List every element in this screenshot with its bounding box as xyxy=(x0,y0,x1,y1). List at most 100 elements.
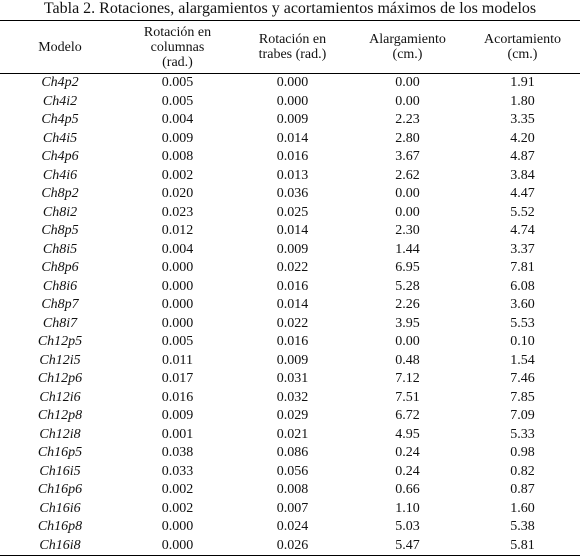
value-cell: 4.20 xyxy=(510,130,535,146)
value-cell: 0.014 xyxy=(276,297,309,312)
value-cell: 0.022 xyxy=(276,315,309,331)
table-row: Ch8i5 0.004 0.009 1.44 3.37 xyxy=(0,241,580,260)
value-cell: 0.000 xyxy=(161,519,194,534)
column-header: Alargamiento (cm.) xyxy=(350,20,465,74)
value-cell: 0.24 xyxy=(395,445,420,460)
model-cell: Ch16p6 xyxy=(37,482,83,497)
value-cell: 0.031 xyxy=(276,371,309,386)
value-cell: 1.60 xyxy=(510,500,535,516)
header-line: (cm.) xyxy=(507,47,538,62)
value-cell: 0.022 xyxy=(276,260,309,275)
model-cell: Ch8i5 xyxy=(42,241,78,257)
value-cell: 0.011 xyxy=(162,352,193,368)
model-cell: Ch4p2 xyxy=(41,75,79,90)
table-row: Ch16i8 0.000 0.026 5.47 5.81 xyxy=(0,537,580,556)
value-cell: 0.009 xyxy=(276,241,309,257)
value-cell: 0.98 xyxy=(510,445,535,460)
model-cell: Ch8i2 xyxy=(42,204,78,220)
value-cell: 5.38 xyxy=(510,519,535,534)
value-cell: 0.00 xyxy=(395,334,420,349)
value-cell: 0.000 xyxy=(161,537,194,553)
value-cell: 1.10 xyxy=(395,500,420,516)
value-cell: 5.33 xyxy=(510,426,535,442)
header-line: Rotación en xyxy=(143,24,212,40)
model-cell: Ch12p5 xyxy=(37,334,83,349)
value-cell: 0.014 xyxy=(276,223,309,238)
table-row: Ch8p5 0.012 0.014 2.30 4.74 xyxy=(0,222,580,241)
table-row: Ch4i2 0.005 0.000 0.00 1.80 xyxy=(0,93,580,112)
table-row: Ch8i6 0.000 0.016 5.28 6.08 xyxy=(0,278,580,297)
table-row: Ch8p2 0.020 0.036 0.00 4.47 xyxy=(0,185,580,204)
model-cell: Ch8i6 xyxy=(42,278,78,294)
value-cell: 7.85 xyxy=(510,389,535,405)
value-cell: 0.000 xyxy=(161,315,194,331)
value-cell: 0.004 xyxy=(161,112,194,127)
model-cell: Ch12i5 xyxy=(39,352,81,368)
value-cell: 5.52 xyxy=(510,204,535,220)
value-cell: 0.017 xyxy=(161,371,194,386)
model-cell: Ch12i6 xyxy=(39,389,81,405)
value-cell: 0.007 xyxy=(276,500,309,516)
model-cell: Ch4i5 xyxy=(42,130,78,146)
model-cell: Ch8p6 xyxy=(41,260,79,275)
table-row: Ch16p5 0.038 0.086 0.24 0.98 xyxy=(0,444,580,463)
value-cell: 0.48 xyxy=(395,352,420,368)
value-cell: 0.038 xyxy=(161,445,194,460)
value-cell: 0.009 xyxy=(161,408,194,423)
value-cell: 4.47 xyxy=(510,186,535,201)
value-cell: 0.024 xyxy=(276,519,309,534)
value-cell: 0.033 xyxy=(161,463,194,479)
value-cell: 0.016 xyxy=(161,389,194,405)
header-line: (cm.) xyxy=(392,47,423,62)
table-row: Ch12p6 0.017 0.031 7.12 7.46 xyxy=(0,370,580,389)
value-cell: 0.00 xyxy=(395,93,420,109)
value-cell: 0.005 xyxy=(161,75,194,90)
value-cell: 0.023 xyxy=(161,204,194,220)
value-cell: 0.000 xyxy=(161,297,194,312)
value-cell: 0.036 xyxy=(276,186,309,201)
model-cell: Ch16i6 xyxy=(39,500,81,516)
value-cell: 5.53 xyxy=(510,315,535,331)
value-cell: 0.021 xyxy=(276,426,309,442)
table-row: Ch16p8 0.000 0.024 5.03 5.38 xyxy=(0,518,580,537)
model-cell: Ch16p5 xyxy=(37,445,83,460)
value-cell: 0.82 xyxy=(510,463,535,479)
model-cell: Ch16p8 xyxy=(37,519,83,534)
column-header: Acortamiento (cm.) xyxy=(465,20,580,74)
table-row: Ch4p6 0.008 0.016 3.67 4.87 xyxy=(0,148,580,167)
value-cell: 0.013 xyxy=(276,167,309,183)
value-cell: 0.002 xyxy=(161,482,194,497)
value-cell: 0.000 xyxy=(276,93,309,109)
table-row: Ch4p5 0.004 0.009 2.23 3.35 xyxy=(0,111,580,130)
value-cell: 1.91 xyxy=(510,75,535,90)
value-cell: 2.30 xyxy=(395,223,420,238)
value-cell: 5.47 xyxy=(395,537,420,553)
column-header: Rotación en trabes (rad.) xyxy=(235,20,350,74)
table-title: Tabla 2. Rotaciones, alargamientos y aco… xyxy=(43,0,537,17)
value-cell: 0.056 xyxy=(276,463,309,479)
value-cell: 0.000 xyxy=(276,75,309,90)
value-cell: 6.72 xyxy=(395,408,420,423)
value-cell: 0.10 xyxy=(510,334,535,349)
value-cell: 0.032 xyxy=(276,389,309,405)
value-cell: 7.12 xyxy=(395,371,420,386)
table-row: Ch4p2 0.005 0.000 0.00 1.91 xyxy=(0,74,580,93)
value-cell: 2.62 xyxy=(395,167,420,183)
value-cell: 3.67 xyxy=(395,149,420,164)
table-row: Ch8p7 0.000 0.014 2.26 3.60 xyxy=(0,296,580,315)
model-cell: Ch4i2 xyxy=(42,93,78,109)
value-cell: 0.66 xyxy=(395,482,420,497)
value-cell: 0.016 xyxy=(276,334,309,349)
header-line: Acortamiento xyxy=(484,32,561,47)
value-cell: 0.005 xyxy=(161,93,194,109)
model-cell: Ch4p5 xyxy=(41,112,79,127)
value-cell: 3.95 xyxy=(395,315,420,331)
value-cell: 0.87 xyxy=(510,482,535,497)
value-cell: 0.016 xyxy=(276,149,309,164)
column-header: Modelo xyxy=(0,20,120,74)
value-cell: 0.026 xyxy=(276,537,309,553)
value-cell: 0.025 xyxy=(276,204,309,220)
header-line: trabes (rad.) xyxy=(258,47,327,62)
value-cell: 7.46 xyxy=(510,371,535,386)
